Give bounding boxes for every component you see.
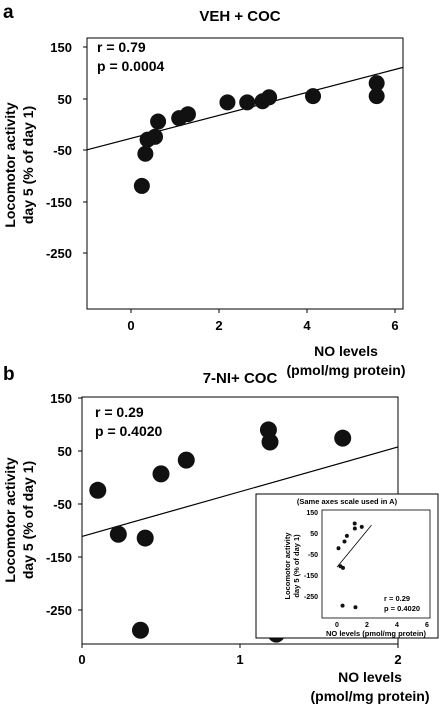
- inset-plot-frame: [321, 509, 431, 619]
- inset-ytick-label: -150: [304, 573, 318, 580]
- panel-b-ylabel-line2: day 5 (% of day 1): [20, 461, 36, 579]
- panel-b-data-point: [89, 481, 107, 499]
- b-xtick-label: 0: [78, 652, 85, 667]
- panel-b-data-point: [152, 465, 170, 483]
- panel-b: b 7-NI+ COC 150 50 -50 -150 -250 0 1 2 L…: [2, 364, 439, 704]
- panel-a: a VEH + COC 150 50 -50 -150 -250 0 2 4 6…: [2, 2, 406, 378]
- panel-b-p-annotation: p = 0.4020: [95, 423, 163, 439]
- panel-a-xlabel-line2: (pmol/mg protein): [287, 362, 406, 378]
- a-ytick-label: -150: [46, 195, 72, 210]
- inset-data-point: [342, 539, 347, 544]
- panel-a-data-point: [219, 94, 236, 111]
- b-xtick-label: 1: [236, 652, 243, 667]
- panel-a-data-point: [133, 177, 150, 194]
- panel-a-plot-frame: [86, 37, 404, 310]
- a-xtick-label: 2: [215, 318, 222, 333]
- panel-a-r-annotation: r = 0.79: [97, 39, 146, 55]
- panel-b-r-annotation: r = 0.29: [95, 404, 144, 420]
- panel-b-data-point: [131, 621, 149, 639]
- panel-a-ylabel-line2: day 5 (% of day 1): [20, 106, 36, 224]
- panel-a-p-annotation: p = 0.0004: [97, 58, 165, 74]
- panel-b-xlabel-line1: NO levels: [338, 669, 402, 685]
- inset-data-point: [359, 524, 364, 529]
- panel-b-data-point: [177, 451, 195, 469]
- a-ytick-label: -250: [46, 246, 72, 261]
- inset-xtick-label: 0: [335, 622, 339, 629]
- inset-ytick-label: -250: [304, 594, 318, 601]
- inset-fit-line: [336, 524, 372, 568]
- panel-a-data-point: [368, 88, 385, 105]
- panel-a-ylabel-line1: Locomotor activity: [2, 102, 18, 227]
- b-ytick-label: -50: [53, 497, 72, 512]
- panel-a-points: [133, 75, 385, 194]
- inset-data-point: [336, 546, 341, 551]
- inset-xtick-label: 4: [395, 622, 399, 629]
- a-xtick-label: 0: [127, 318, 134, 333]
- inset-data-point: [341, 565, 345, 570]
- panel-b-title: 7-NI+ COC: [203, 370, 278, 387]
- inset-points: [336, 521, 364, 610]
- inset-r-annotation: r = 0.29: [384, 594, 410, 603]
- b-xtick-label: 2: [394, 652, 401, 667]
- panel-b-data-point: [334, 429, 352, 447]
- inset-xtick-label: 2: [365, 622, 369, 629]
- b-ytick-label: -150: [46, 550, 72, 565]
- panel-b-ylabel-line1: Locomotor activity: [2, 457, 18, 582]
- panel-a-data-point: [305, 88, 322, 105]
- panel-b-data-point: [109, 525, 127, 543]
- panel-a-data-point: [261, 89, 278, 106]
- panel-b-fit-line: [81, 446, 399, 537]
- inset-ytick-label: 150: [306, 510, 318, 517]
- a-ytick-label: -50: [53, 143, 72, 158]
- b-ytick-label: 150: [50, 391, 72, 406]
- inset-p-annotation: p = 0.4020: [384, 604, 420, 613]
- inset-ylabel-line2: day 5 (% of day 1): [292, 534, 301, 598]
- a-ytick-label: 150: [50, 40, 72, 55]
- panel-a-data-point: [137, 145, 154, 162]
- panel-b-inset: (Same axes scale used in A) 150 50 -50 -…: [255, 493, 439, 639]
- a-xtick-label: 6: [391, 318, 398, 333]
- panel-a-data-point: [150, 113, 167, 130]
- panel-b-y-axis: 150 50 -50 -150 -250: [46, 391, 82, 618]
- inset-frame: [255, 493, 439, 639]
- b-ytick-label: 50: [58, 444, 72, 459]
- panel-a-letter: a: [3, 2, 14, 23]
- a-ytick-label: 50: [58, 92, 72, 107]
- b-ytick-label: -250: [46, 603, 72, 618]
- inset-title: (Same axes scale used in A): [297, 497, 398, 506]
- inset-ytick-label: -50: [308, 552, 318, 559]
- panel-b-xlabel-line2: (pmol/mg protein): [311, 688, 430, 704]
- inset-data-point: [340, 603, 345, 608]
- panel-a-data-point: [368, 75, 385, 92]
- inset-data-point: [352, 521, 357, 526]
- panel-a-xlabel-line1: NO levels: [314, 343, 378, 359]
- inset-xtick-label: 6: [425, 622, 429, 629]
- panel-b-x-axis: 0 1 2: [78, 644, 402, 667]
- panel-a-x-axis: 0 2 4 6: [127, 309, 399, 333]
- panel-a-data-point: [147, 128, 164, 145]
- inset-xlabel: NO levels (pmol/mg protein): [326, 629, 427, 638]
- inset-y-axis: 150 50 -50 -150 -250: [304, 510, 318, 601]
- panel-b-data-point: [136, 529, 154, 547]
- panel-a-data-point: [239, 94, 256, 111]
- inset-ytick-label: 50: [310, 531, 318, 538]
- inset-data-point: [344, 533, 349, 538]
- inset-data-point: [352, 526, 357, 531]
- inset-ylabel-line1: Locomotor activity: [283, 532, 292, 600]
- panel-a-data-point: [179, 106, 196, 123]
- inset-x-axis: 0 2 4 6: [335, 622, 429, 629]
- panel-b-data-point: [261, 433, 279, 451]
- inset-data-point: [353, 605, 358, 610]
- panel-b-letter: b: [3, 364, 15, 385]
- panel-a-y-axis: 150 50 -50 -150 -250: [46, 40, 87, 261]
- a-xtick-label: 4: [303, 318, 311, 333]
- panel-a-title: VEH + COC: [199, 8, 280, 25]
